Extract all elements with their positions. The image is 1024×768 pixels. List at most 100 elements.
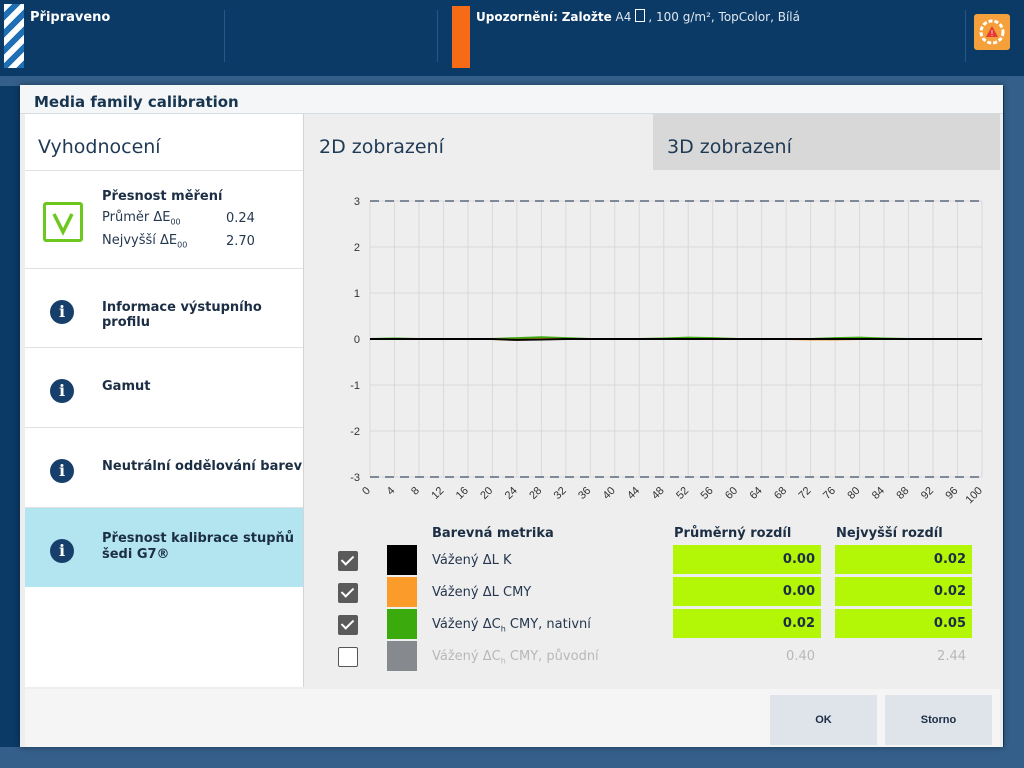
info-icon: i <box>50 300 74 324</box>
series-color-swatch <box>387 577 417 607</box>
x-tick-label: 84 <box>870 485 887 502</box>
x-tick-label: 44 <box>625 485 642 502</box>
x-tick-label: 92 <box>919 485 936 502</box>
x-tick-label: 4 <box>385 485 398 498</box>
info-icon: i <box>50 379 74 403</box>
delta-line-chart: 0 4 8 12 16 20 24 28 32 36 40 44 48 52 56 60 64 68 72 76 80 8… <box>350 196 985 506</box>
list-item-label-line1: Přesnost kalibrace stupňů <box>102 531 295 546</box>
series-checkbox[interactable] <box>338 615 358 635</box>
column-header-max: Nejvyšší rozdíl <box>836 526 943 541</box>
x-tick-label: 72 <box>796 485 813 502</box>
x-tick-label: 80 <box>845 485 862 502</box>
x-tick-label: 16 <box>454 485 471 502</box>
series-color-swatch <box>387 641 417 671</box>
x-tick-label: 76 <box>821 485 838 502</box>
warning-action: Založte <box>561 10 612 24</box>
tab-3d-label: 3D zobrazení <box>667 136 792 158</box>
max-de-value: 2.70 <box>226 234 255 249</box>
avg-difference-value: 0.40 <box>786 649 815 664</box>
list-item-label: Informace výstupního profilu <box>102 300 262 330</box>
background-panel <box>0 747 1024 768</box>
background-panel <box>0 76 1024 86</box>
list-item-label-line2: šedi G7® <box>102 547 170 562</box>
max-difference-value: 0.05 <box>835 609 972 638</box>
list-item-g7-accuracy[interactable]: i Přesnost kalibrace stupňů šedi G7® <box>25 507 303 587</box>
x-tick-label: 68 <box>772 485 789 502</box>
metric-name: Vážený ΔL CMY <box>432 585 532 600</box>
x-tick-label: 48 <box>650 485 667 502</box>
y-tick-label: -2 <box>350 426 360 438</box>
avg-difference-value: 0.02 <box>673 609 821 638</box>
warning-prefix: Upozornění: <box>476 10 558 24</box>
x-tick-label: 36 <box>576 485 593 502</box>
list-item-measurement-accuracy[interactable]: Přesnost měření Průměr ΔE00 0.24 Nejvyšš… <box>25 170 303 269</box>
list-item-label: Neutrální oddělování barev <box>102 459 303 474</box>
tab-2d-view[interactable]: 2D zobrazení <box>305 114 653 170</box>
avg-difference-value: 0.00 <box>673 577 821 606</box>
x-tick-label: 96 <box>943 485 960 502</box>
tab-3d-view[interactable]: 3D zobrazení <box>653 114 1000 170</box>
x-tick-label: 32 <box>552 485 569 502</box>
color-wheel-icon[interactable]: ! <box>974 14 1010 50</box>
metric-name: Vážený ΔCh CMY, původní <box>432 649 599 666</box>
max-de-label: Nejvyšší ΔE00 <box>102 233 188 250</box>
divider <box>224 10 225 62</box>
dialog-title-bar: Media family calibration <box>20 85 1003 114</box>
x-tick-label: 12 <box>429 485 446 502</box>
max-difference-value: 0.02 <box>835 545 972 574</box>
metric-name: Vážený ΔL K <box>432 553 512 568</box>
evaluation-title: Vyhodnocení <box>38 136 161 158</box>
divider <box>965 10 966 62</box>
y-tick-label: 2 <box>354 242 360 254</box>
cancel-button[interactable]: Storno <box>885 695 992 745</box>
divider <box>437 10 438 62</box>
list-item-gamut[interactable]: i Gamut <box>25 347 303 427</box>
y-tick-label: -1 <box>350 380 360 392</box>
avg-difference-value: 0.00 <box>673 545 821 574</box>
x-tick-label: 52 <box>674 485 691 502</box>
check-icon <box>43 202 83 242</box>
series-line <box>370 338 982 341</box>
background-panel <box>1004 76 1024 756</box>
metric-name: Vážený ΔCh CMY, nativní <box>432 617 591 634</box>
warning-details: , 100 g/m², TopColor, Bílá <box>648 10 800 24</box>
svg-text:!: ! <box>991 29 993 38</box>
column-header-avg: Průměrný rozdíl <box>674 526 792 541</box>
average-de-value: 0.24 <box>226 211 255 226</box>
x-tick-label: 8 <box>409 485 422 498</box>
warning-size: A4 <box>615 10 632 24</box>
x-tick-label: 100 <box>964 485 985 506</box>
warning-indicator <box>452 6 470 68</box>
x-tick-label: 64 <box>748 485 765 502</box>
y-tick-label: 1 <box>354 288 360 300</box>
y-tick-label: 0 <box>354 334 360 346</box>
series-color-swatch <box>387 545 417 575</box>
x-tick-label: 88 <box>894 485 911 502</box>
series-color-swatch <box>387 609 417 639</box>
series-checkbox[interactable] <box>338 583 358 603</box>
info-icon: i <box>50 539 74 563</box>
column-header-metric: Barevná metrika <box>432 526 554 541</box>
ok-button[interactable]: OK <box>770 695 877 745</box>
list-item-label: Gamut <box>102 379 151 394</box>
top-status-bar: Připraveno Upozornění: Založte A4 , 100 g… <box>0 0 1024 76</box>
status-text[interactable]: Připraveno <box>30 10 111 25</box>
warning-message[interactable]: Upozornění: Založte A4 , 100 g/m², TopCol… <box>476 9 800 24</box>
series-checkbox[interactable] <box>338 551 358 571</box>
x-tick-label: 0 <box>360 485 373 498</box>
document-icon <box>635 9 646 22</box>
x-tick-label: 56 <box>699 485 716 502</box>
max-difference-value: 2.44 <box>937 649 966 664</box>
status-stripe-icon <box>4 4 24 68</box>
info-icon: i <box>50 459 74 483</box>
x-tick-label: 20 <box>478 485 495 502</box>
average-de-label: Průměr ΔE00 <box>102 210 181 227</box>
x-tick-label: 28 <box>527 485 544 502</box>
list-item-output-profile[interactable]: i Informace výstupního profilu <box>25 268 303 348</box>
series-checkbox[interactable] <box>338 647 358 667</box>
y-tick-label: -3 <box>350 472 360 484</box>
list-item-neutral-separation[interactable]: i Neutrální oddělování barev <box>25 427 303 507</box>
accuracy-title: Přesnost měření <box>102 189 223 204</box>
x-tick-label: 40 <box>601 485 618 502</box>
y-tick-label: 3 <box>354 196 360 208</box>
